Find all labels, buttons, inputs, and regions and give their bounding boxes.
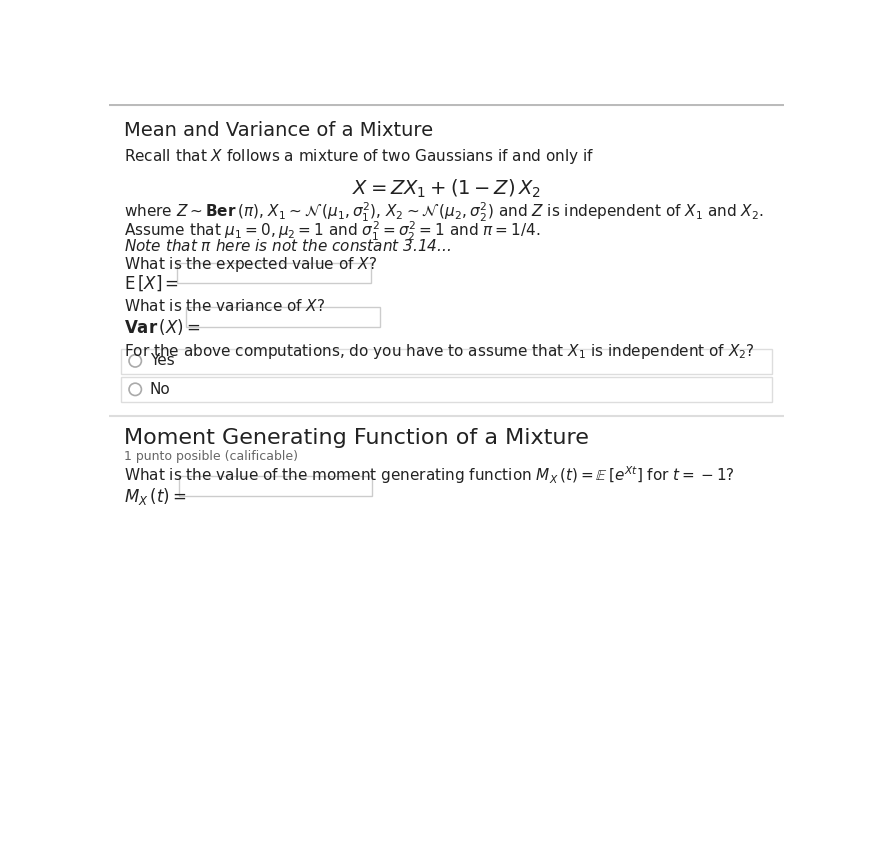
Text: What is the value of the moment generating function $M_X\,(t) = \mathbb{E}\,[e^{: What is the value of the moment generati… [125, 464, 735, 486]
Text: $\it{Note\ that\ \pi\ here\ is}$ not $\it{the\ constant}$ 3.14...: $\it{Note\ that\ \pi\ here\ is}$ not $\i… [125, 238, 451, 254]
Text: Moment Generating Function of a Mixture: Moment Generating Function of a Mixture [125, 428, 590, 448]
Text: Recall that $X$ follows a mixture of two Gaussians if and only if: Recall that $X$ follows a mixture of two… [125, 147, 595, 166]
Text: What is the variance of $X$?: What is the variance of $X$? [125, 298, 326, 314]
FancyBboxPatch shape [179, 475, 373, 496]
Text: 1 punto posible (calificable): 1 punto posible (calificable) [125, 450, 299, 463]
Text: Yes: Yes [150, 353, 175, 368]
FancyBboxPatch shape [120, 377, 773, 403]
FancyBboxPatch shape [186, 307, 380, 327]
Text: $\mathbf{Var}\,(X) =$: $\mathbf{Var}\,(X) =$ [125, 317, 201, 337]
Text: where $Z \sim \mathbf{Ber}\,(\pi)$, $X_1 \sim \mathcal{N}\,(\mu_1, \sigma_1^2)$,: where $Z \sim \mathbf{Ber}\,(\pi)$, $X_1… [125, 200, 764, 224]
Text: $X = ZX_1 + (1 - Z)\,X_2$: $X = ZX_1 + (1 - Z)\,X_2$ [352, 178, 540, 200]
FancyBboxPatch shape [120, 348, 773, 374]
Text: What is the expected value of $X$?: What is the expected value of $X$? [125, 255, 377, 274]
Text: $M_X\,(t) =$: $M_X\,(t) =$ [125, 486, 186, 506]
Text: Assume that $\mu_1 = 0, \mu_2 = 1$ and $\sigma_1^2 = \sigma_2^2 = 1$ and $\pi = : Assume that $\mu_1 = 0, \mu_2 = 1$ and $… [125, 220, 541, 243]
Text: Mean and Variance of a Mixture: Mean and Variance of a Mixture [125, 121, 434, 140]
Text: No: No [150, 382, 171, 397]
FancyBboxPatch shape [177, 263, 371, 283]
Text: $\mathrm{E}\,[X] =$: $\mathrm{E}\,[X] =$ [125, 273, 179, 293]
Text: For the above computations, do you have to assume that $X_1$ is independent of $: For the above computations, do you have … [125, 342, 755, 361]
